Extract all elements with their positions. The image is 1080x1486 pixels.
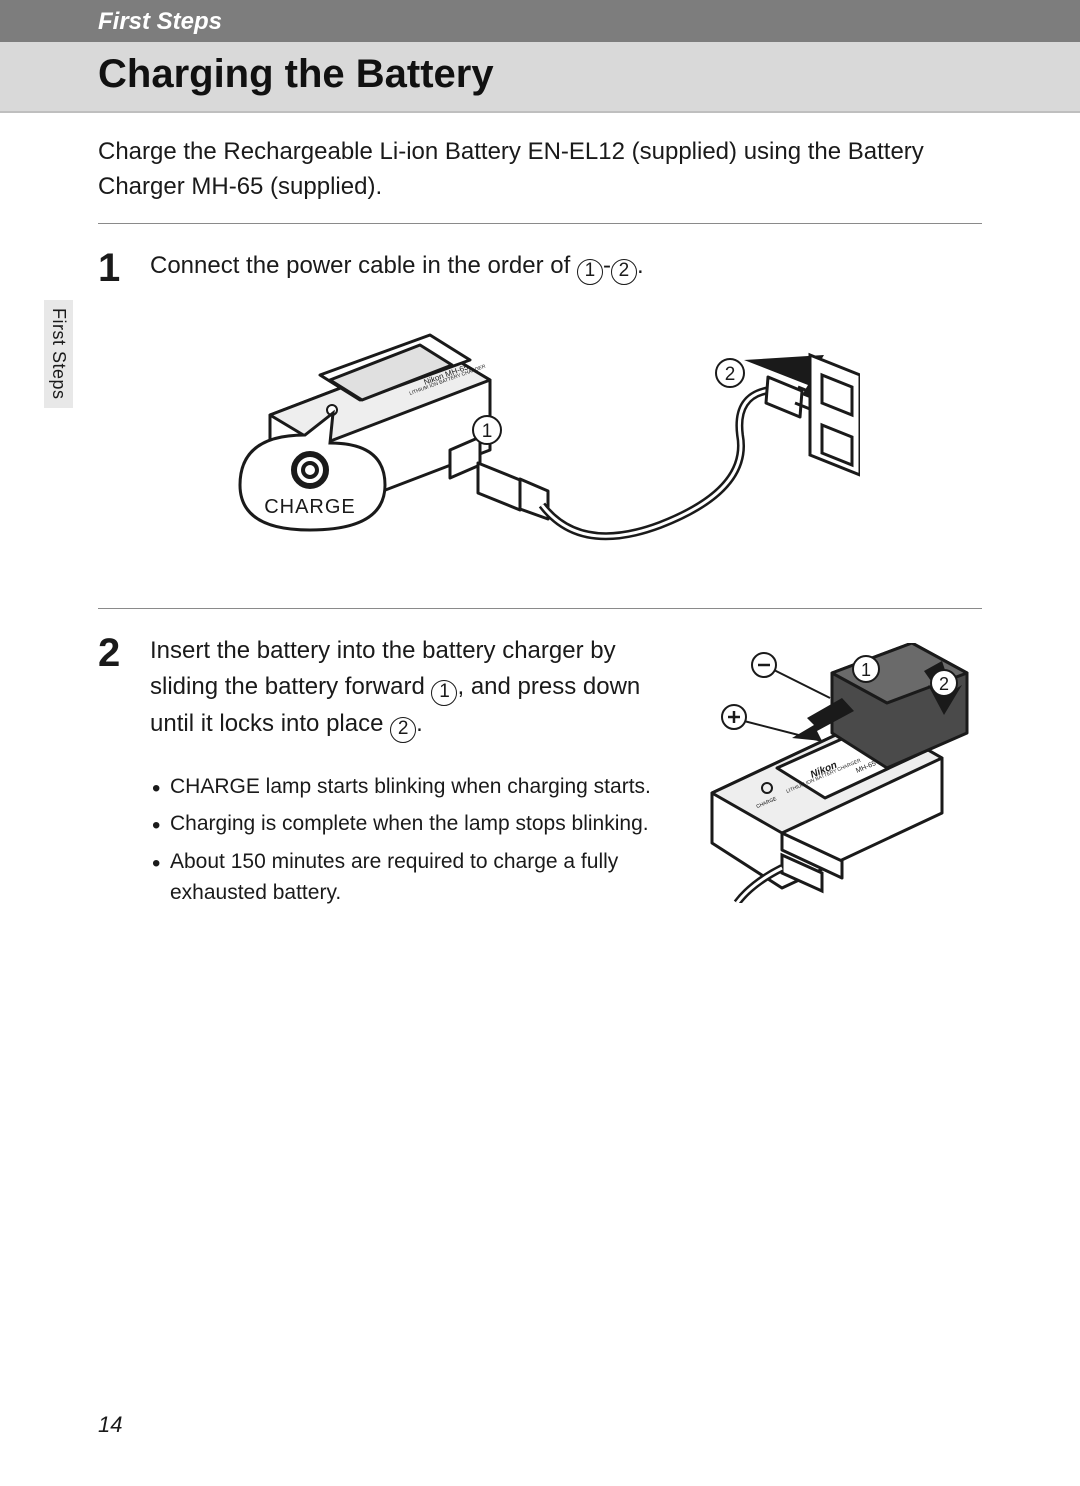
step-2-figure: Nikon MH-65 LITHIUM ION BATTERY CHARGER … [682, 643, 982, 908]
title-band: Charging the Battery [0, 42, 1080, 113]
intro-paragraph: Charge the Rechargeable Li-ion Battery E… [98, 135, 982, 205]
bullet-item: About 150 minutes are required to charge… [150, 846, 672, 909]
content-area: Charge the Rechargeable Li-ion Battery E… [0, 113, 1080, 918]
step-1-dash: - [603, 252, 611, 279]
section-header-text: First Steps [98, 8, 222, 35]
step-2-text: Insert the battery into the battery char… [150, 633, 672, 743]
step-1: 1 Connect the power cable in the order o… [98, 242, 982, 590]
step-1-body: Connect the power cable in the order of … [150, 248, 982, 590]
fig2-callout-1: 1 [861, 660, 871, 680]
battery-insert-illustration: Nikon MH-65 LITHIUM ION BATTERY CHARGER … [682, 643, 982, 903]
charge-label: CHARGE [264, 496, 356, 518]
page-number: 14 [98, 1412, 122, 1438]
circled-1-icon: 1 [431, 680, 457, 706]
circled-2-icon: 2 [611, 259, 637, 285]
page-title: Charging the Battery [98, 52, 1080, 97]
step-1-text: Connect the power cable in the order of … [150, 248, 982, 285]
step-1-text-a: Connect the power cable in the order of [150, 252, 577, 279]
side-tab: First Steps [44, 300, 73, 408]
circled-2-icon: 2 [390, 717, 416, 743]
step-2-text-b: . [416, 710, 423, 737]
separator [98, 223, 982, 224]
step-1-text-b: . [637, 252, 644, 279]
fig1-callout-1: 1 [482, 421, 493, 442]
bullet-item: CHARGE lamp starts blinking when chargin… [150, 771, 672, 803]
charger-cable-illustration: Nikon MH-65 LITHIUM ION BATTERY CHARGER … [140, 295, 860, 575]
separator [98, 608, 982, 609]
section-header: First Steps [0, 0, 1080, 42]
step-1-number: 1 [98, 248, 128, 590]
circled-1-icon: 1 [577, 259, 603, 285]
fig2-callout-2: 2 [939, 674, 949, 694]
step-2-bullets: CHARGE lamp starts blinking when chargin… [150, 771, 672, 909]
step-2: 2 Insert the battery into the battery ch… [98, 627, 982, 918]
fig1-callout-2: 2 [725, 364, 736, 385]
step-1-figure: Nikon MH-65 LITHIUM ION BATTERY CHARGER … [140, 295, 982, 580]
step-2-number: 2 [98, 633, 128, 918]
side-tab-text: First Steps [49, 308, 69, 400]
step-2-body: Insert the battery into the battery char… [150, 633, 982, 918]
bullet-item: Charging is complete when the lamp stops… [150, 808, 672, 840]
